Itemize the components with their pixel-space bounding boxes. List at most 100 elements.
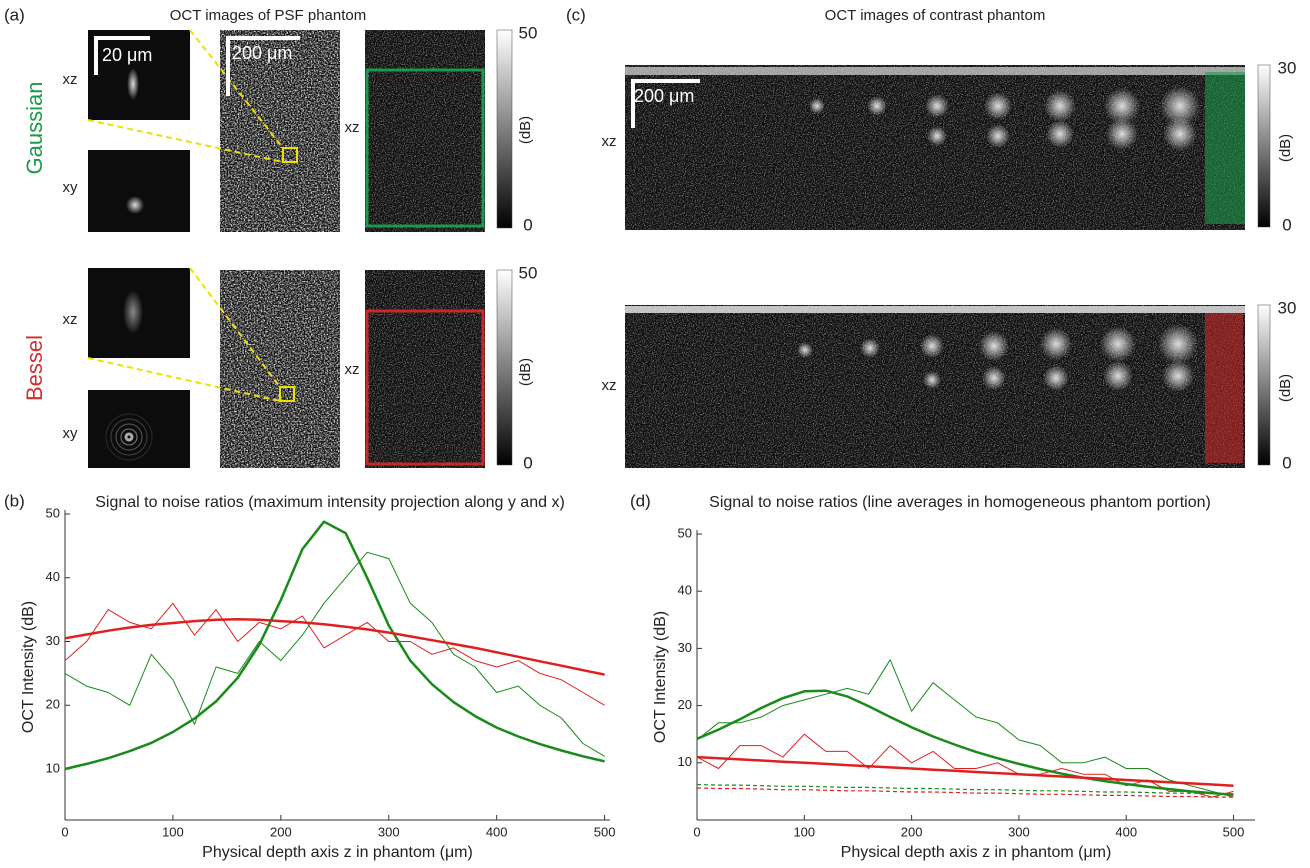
roi-box <box>365 309 485 466</box>
scale-label: 20 μm <box>102 45 152 65</box>
x-tick-label: 200 <box>901 824 923 839</box>
speckle <box>365 270 485 468</box>
series-line <box>64 551 605 757</box>
scale-bar <box>94 36 150 75</box>
surface <box>625 67 1245 75</box>
surface <box>625 306 1245 313</box>
colorbar-unit: (dB) <box>1277 374 1294 402</box>
colorbar-tick: 30 <box>1278 58 1297 77</box>
x-axis-label: Physical depth axis z in phantom (μm) <box>202 844 473 861</box>
x-tick-label: 400 <box>486 824 508 839</box>
x-tick-label: 100 <box>793 824 815 839</box>
series-line <box>64 617 605 676</box>
bessel-rings <box>105 413 153 461</box>
y-tick-label: 10 <box>678 754 692 769</box>
y-tick-label: 40 <box>678 583 692 598</box>
scale-bar <box>631 79 700 128</box>
x-tick-label: 500 <box>1223 824 1245 839</box>
scale-bar <box>226 36 300 96</box>
panel-label: (a) <box>4 5 25 24</box>
speckle <box>365 30 485 232</box>
chart-title: Signal to noise ratios (line averages in… <box>709 494 1211 511</box>
y-tick-label: 50 <box>678 525 692 540</box>
scale-label: 200 μm <box>634 86 694 106</box>
inclusions <box>797 86 1200 392</box>
zoom-box <box>282 147 298 163</box>
panel-title: OCT images of PSF phantom <box>170 7 366 24</box>
panel-label: (b) <box>4 491 25 510</box>
panel-label: (d) <box>630 491 651 510</box>
panel-label: (c) <box>566 5 586 24</box>
colorbar-tick: 50 <box>519 263 538 282</box>
roi-box <box>365 68 485 228</box>
series-line <box>696 783 1234 795</box>
x-tick-label: 0 <box>61 824 68 839</box>
x-tick-label: 300 <box>378 824 400 839</box>
colorbar-tick: 0 <box>523 453 532 472</box>
plane-label: xz <box>63 311 78 328</box>
plane-label: xy <box>63 179 79 196</box>
image-group: 200 μm <box>625 65 1245 468</box>
x-tick-label: 200 <box>270 824 292 839</box>
image <box>88 30 190 120</box>
beam-label: Gaussian <box>22 82 47 175</box>
y-axis-label: OCT Intensity (dB) <box>20 601 37 733</box>
series-line <box>696 689 1234 797</box>
x-tick-label: 500 <box>594 824 616 839</box>
colorbar-unit: (dB) <box>517 116 534 144</box>
plane-label: xz <box>345 119 360 136</box>
roi-overlay <box>1205 72 1245 224</box>
y-tick-label: 20 <box>678 697 692 712</box>
x-axis-label: Physical depth axis z in phantom (μm) <box>841 844 1112 861</box>
x-tick-label: 0 <box>693 824 700 839</box>
chart-title: Signal to noise ratios (maximum intensit… <box>95 494 565 511</box>
speckle <box>625 65 1245 230</box>
plane-label: xz <box>63 71 78 88</box>
colorbar-tick: 30 <box>1278 298 1297 317</box>
series-line <box>64 602 605 706</box>
zoom-lines <box>87 29 284 402</box>
x-tick-label: 300 <box>1008 824 1030 839</box>
plane-label: xz <box>345 361 360 378</box>
psf-spot <box>127 68 139 100</box>
colorbar <box>1257 64 1271 228</box>
series-line <box>64 520 605 771</box>
y-tick-label: 40 <box>46 569 60 584</box>
colorbar-unit: (dB) <box>517 358 534 386</box>
image-group: 20 μm 200 μm <box>87 29 485 468</box>
y-tick-label: 20 <box>46 697 60 712</box>
beam-label: Bessel <box>22 335 47 401</box>
y-tick-label: 50 <box>46 505 60 520</box>
colorbar <box>496 29 513 229</box>
y-tick-label: 10 <box>46 760 60 775</box>
colorbar-tick: 0 <box>1282 215 1291 234</box>
scale-label: 200 μm <box>232 43 292 63</box>
psf-spot <box>123 290 143 334</box>
zoom-box <box>279 386 295 402</box>
colorbar-unit: (dB) <box>1277 134 1294 162</box>
x-tick-label: 400 <box>1115 824 1137 839</box>
y-tick-label: 30 <box>46 633 60 648</box>
y-tick-label: 30 <box>678 640 692 655</box>
panel-title: OCT images of contrast phantom <box>825 7 1046 24</box>
series-line <box>696 787 1234 798</box>
plane-label: xy <box>63 425 79 442</box>
colorbar <box>496 269 513 466</box>
colorbar-tick: 50 <box>519 23 538 42</box>
image <box>88 150 190 232</box>
plane-label: xz <box>602 377 617 394</box>
psf-spot <box>126 196 144 214</box>
colorbar <box>1257 304 1271 466</box>
x-tick-label: 100 <box>162 824 184 839</box>
y-axis-label: OCT Intensity (dB) <box>652 611 669 743</box>
colorbar-tick: 0 <box>1282 453 1291 472</box>
plane-label: xz <box>602 133 617 150</box>
series-line <box>696 755 1234 787</box>
speckle <box>220 30 340 232</box>
colorbar-tick: 0 <box>523 215 532 234</box>
colorbars <box>496 29 1271 466</box>
speckle <box>220 270 340 468</box>
roi-overlay <box>1205 313 1243 463</box>
series-line <box>696 659 1234 798</box>
